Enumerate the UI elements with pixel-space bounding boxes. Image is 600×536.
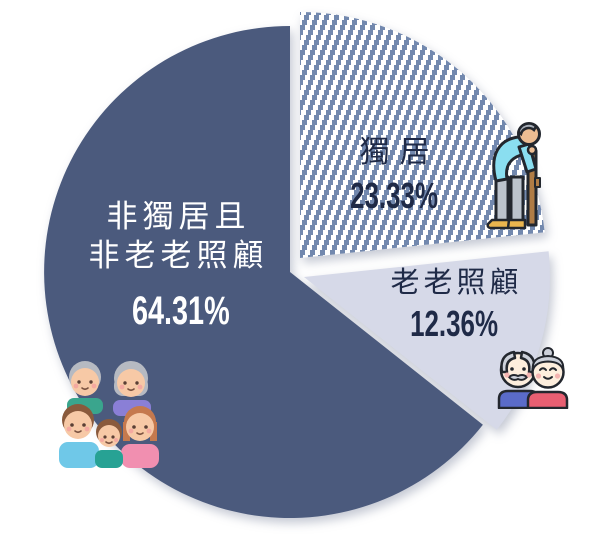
child-shirt [95,450,123,468]
father-shirt [59,442,99,468]
father-face [64,411,92,439]
pie-slice-elder-care [304,251,550,430]
pie-slices [44,11,550,518]
three-generation-family-icon [59,361,159,468]
pie-slice-alone [300,11,545,258]
grandma-body [526,390,569,409]
mother-face [126,413,154,441]
shoe [486,218,511,230]
leg [494,175,510,223]
elderly-couple-icon [497,347,569,409]
pie-slice-not-alone [44,26,483,518]
mother-shirt [121,444,159,468]
shoe [506,218,527,230]
leg [509,175,525,223]
hand [526,144,538,156]
child-face [98,425,120,447]
cap [517,122,538,137]
mustache [508,373,528,381]
grandma-face [117,369,145,397]
elderly-man-with-cane-icon [486,122,541,230]
grandpa-face [71,368,99,396]
